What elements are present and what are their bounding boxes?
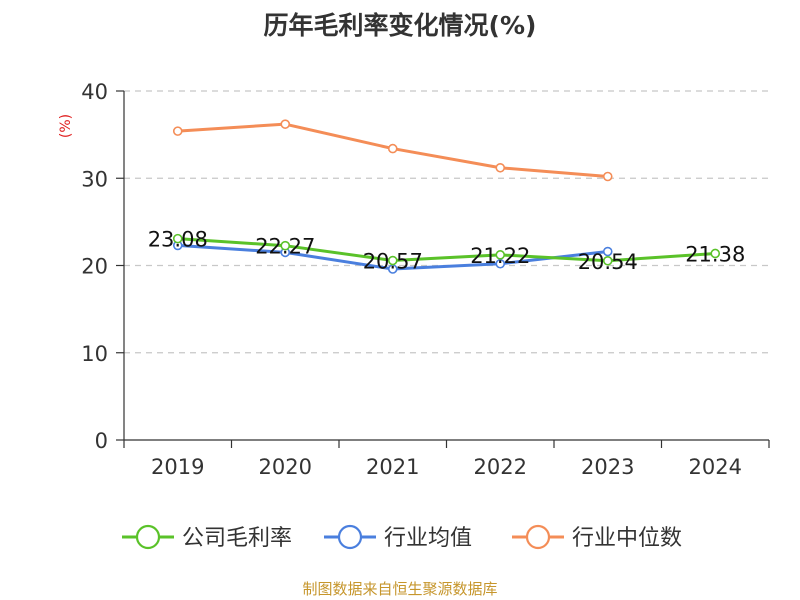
data-point [602, 171, 613, 182]
data-point [495, 258, 506, 269]
data-label: 21.22 [470, 244, 530, 268]
x-tick-label: 2020 [259, 455, 312, 479]
legend-marker [337, 524, 363, 550]
data-point [280, 119, 291, 129]
data-point [602, 255, 613, 266]
y-tick-label: 0 [95, 429, 108, 453]
legend-label: 公司毛利率 [182, 526, 292, 551]
data-label: 20.54 [578, 250, 638, 274]
y-tick-label: 40 [81, 80, 108, 104]
legend-item[interactable]: 行业均值 [324, 524, 472, 551]
legend[interactable]: 公司毛利率 行业均值 行业中位数 [122, 524, 682, 551]
data-point [172, 233, 183, 244]
data-point [387, 255, 398, 266]
axes: 0 10 20 30 40 (%) 2019 2020 2021 2022 2023 2024 [58, 80, 770, 479]
data-label: 22.27 [255, 235, 315, 259]
data-point [387, 143, 398, 154]
data-point [495, 162, 506, 173]
series-lines [172, 119, 721, 274]
data-point [495, 250, 506, 260]
y-axis-title: (%) [58, 114, 74, 138]
legend-item[interactable]: 行业中位数 [512, 524, 682, 551]
x-tick-label: 2023 [581, 455, 634, 479]
data-source-note: 制图数据来自恒生聚源数据库 [302, 580, 498, 598]
legend-marker [525, 524, 551, 550]
y-tick-label: 20 [81, 255, 108, 279]
chart-title: 历年毛利率变化情况(%) [263, 11, 537, 40]
y-tick-label: 30 [81, 167, 108, 191]
x-tick-label: 2021 [366, 455, 419, 479]
legend-label: 行业中位数 [572, 526, 682, 551]
data-point [280, 240, 291, 251]
x-tick-label: 2024 [689, 455, 742, 479]
legend-label: 行业均值 [384, 526, 472, 551]
data-point [602, 246, 613, 257]
x-tick-label: 2019 [151, 455, 204, 479]
data-label: 23.08 [148, 228, 208, 252]
x-tick-label: 2022 [474, 455, 527, 479]
data-point [172, 126, 183, 136]
data-labels: 23.08 22.27 20.57 21.22 20.54 21.38 [148, 228, 746, 274]
grid-lines [124, 90, 769, 354]
data-label: 21.38 [685, 242, 745, 266]
y-tick-label: 10 [81, 342, 108, 366]
data-label: 20.57 [363, 250, 423, 274]
data-point [710, 248, 721, 259]
legend-item[interactable]: 公司毛利率 [122, 524, 292, 551]
legend-marker [135, 524, 161, 550]
series-line [177, 237, 716, 263]
